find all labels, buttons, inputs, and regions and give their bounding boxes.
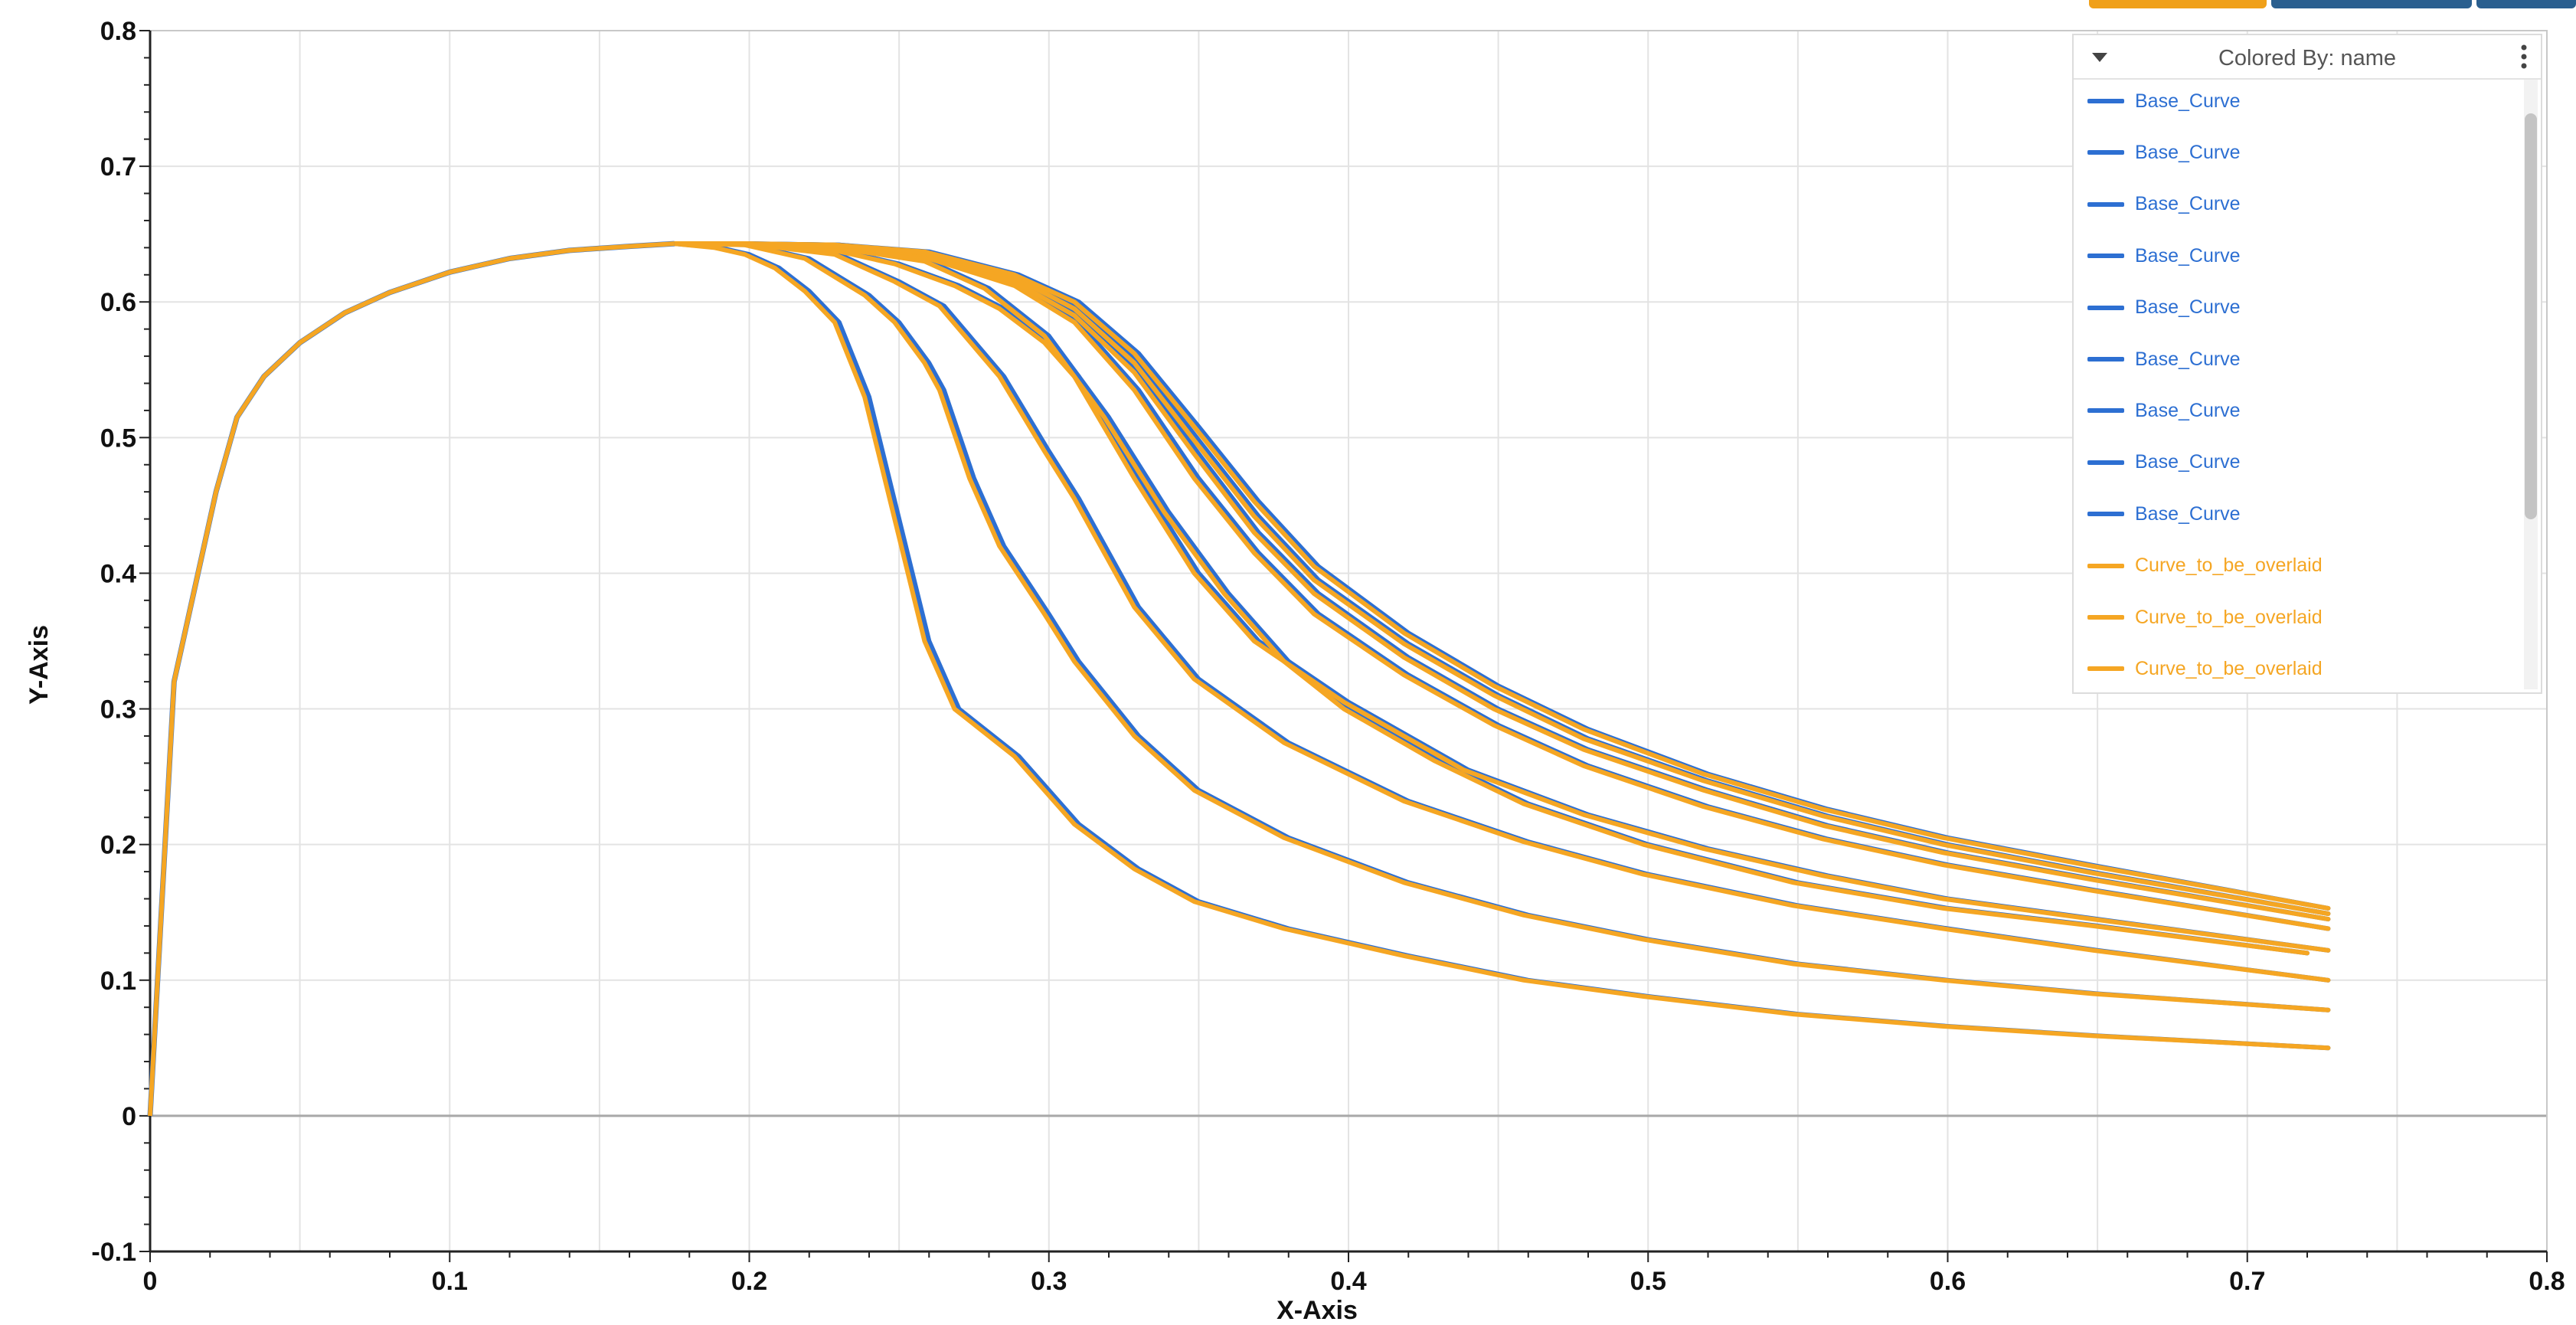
caret-down-icon[interactable] <box>2089 46 2110 67</box>
series-line-rising-overlay <box>148 241 675 1117</box>
legend-item[interactable]: Base_Curve <box>2087 499 2241 529</box>
series-layer <box>147 240 2331 1117</box>
legend-swatch <box>2087 563 2124 568</box>
y-tick-label: 0.5 <box>100 424 136 453</box>
top-bar-blue-2[interactable] <box>2476 0 2576 8</box>
legend-swatch <box>2087 666 2124 672</box>
legend-label: Curve_to_be_overlaid <box>2135 657 2323 679</box>
legend-item[interactable]: Curve_to_be_overlaid <box>2087 653 2323 684</box>
legend-swatch <box>2087 254 2124 259</box>
legend-header: Colored By: name <box>2074 35 2541 80</box>
y-tick-label: -0.1 <box>91 1238 136 1267</box>
legend-title: Colored By: name <box>2218 46 2397 70</box>
y-axis-title: Y-Axis <box>25 625 54 705</box>
legend-swatch <box>2087 99 2124 103</box>
series-line-overlay-curve <box>672 241 2310 956</box>
x-tick-label: 0.5 <box>1630 1267 1666 1296</box>
series-line-overlay-curve <box>672 241 2331 953</box>
top-bar-blue-1[interactable] <box>2271 0 2472 8</box>
y-tick-label: 0.3 <box>100 695 136 725</box>
series-line-overlay-curve <box>672 241 2331 983</box>
kebab-menu-icon[interactable] <box>2518 43 2530 70</box>
legend-panel: Colored By: name Base_Curve Base_Curve Bas… <box>2072 34 2542 694</box>
series-line-overlay-curve <box>672 241 2331 1051</box>
legend-swatch <box>2087 460 2124 465</box>
x-tick-label: 0.6 <box>1930 1267 1966 1296</box>
legend-item[interactable]: Base_Curve <box>2087 86 2241 116</box>
y-tick-label: 0.4 <box>100 559 136 588</box>
x-tick-label: 0.8 <box>2529 1267 2565 1296</box>
legend-label: Base_Curve <box>2135 348 2241 370</box>
y-tick-label: 0 <box>122 1102 136 1131</box>
legend-item[interactable]: Base_Curve <box>2087 240 2241 271</box>
top-bar-orange[interactable] <box>2089 0 2267 8</box>
legend-swatch <box>2087 512 2124 517</box>
series-line-overlay-curve <box>672 241 2331 1013</box>
legend-scrollbar-thumb[interactable] <box>2525 113 2537 519</box>
legend-label: Curve_to_be_overlaid <box>2135 555 2323 577</box>
x-axis-title: X-Axis <box>1277 1296 1358 1325</box>
tick-labels: 0 0.1 0.2 0.3 0.4 0.5 0.6 0.7 0.8-0.100.10.20.30… <box>91 17 2565 1296</box>
x-tick-label: 0 <box>143 1267 158 1296</box>
legend-item[interactable]: Base_Curve <box>2087 344 2241 375</box>
legend-item[interactable]: Curve_to_be_overlaid <box>2087 602 2323 633</box>
axes <box>139 30 2548 1262</box>
series-line-overlay-curve <box>672 241 2331 911</box>
legend-label: Base_Curve <box>2135 193 2241 215</box>
legend-label: Base_Curve <box>2135 90 2241 112</box>
legend-swatch <box>2087 305 2124 310</box>
legend-label: Base_Curve <box>2135 502 2241 525</box>
legend-swatch <box>2087 201 2124 207</box>
legend-label: Base_Curve <box>2135 141 2241 163</box>
x-tick-label: 0.4 <box>1330 1267 1366 1296</box>
x-tick-label: 0.7 <box>2229 1267 2265 1296</box>
legend-label: Base_Curve <box>2135 399 2241 421</box>
legend-label: Curve_to_be_overlaid <box>2135 606 2323 628</box>
legend-swatch <box>2087 408 2124 414</box>
legend-item[interactable]: Base_Curve <box>2087 293 2241 323</box>
legend-scrollbar[interactable] <box>2524 80 2538 689</box>
legend-label: Base_Curve <box>2135 244 2241 267</box>
y-tick-label: 0.2 <box>100 831 136 860</box>
legend-item[interactable]: Base_Curve <box>2087 395 2241 426</box>
legend-swatch <box>2087 615 2124 620</box>
y-tick-label: 0.6 <box>100 288 136 317</box>
legend-item[interactable]: Base_Curve <box>2087 137 2241 168</box>
y-tick-label: 0.8 <box>100 17 136 46</box>
x-tick-label: 0.2 <box>731 1267 767 1296</box>
legend-item[interactable]: Curve_to_be_overlaid <box>2087 551 2323 581</box>
legend-item[interactable]: Base_Curve <box>2087 447 2241 478</box>
x-tick-label: 0.1 <box>432 1267 468 1296</box>
legend-swatch <box>2087 357 2124 362</box>
legend-item[interactable]: Base_Curve <box>2087 189 2241 220</box>
y-tick-label: 0.1 <box>100 967 136 996</box>
series-line-rising-base <box>147 240 675 1117</box>
legend-swatch <box>2087 150 2124 155</box>
x-tick-label: 0.3 <box>1031 1267 1067 1296</box>
y-tick-label: 0.7 <box>100 152 136 182</box>
legend-label: Base_Curve <box>2135 296 2241 319</box>
legend-label: Base_Curve <box>2135 451 2241 473</box>
